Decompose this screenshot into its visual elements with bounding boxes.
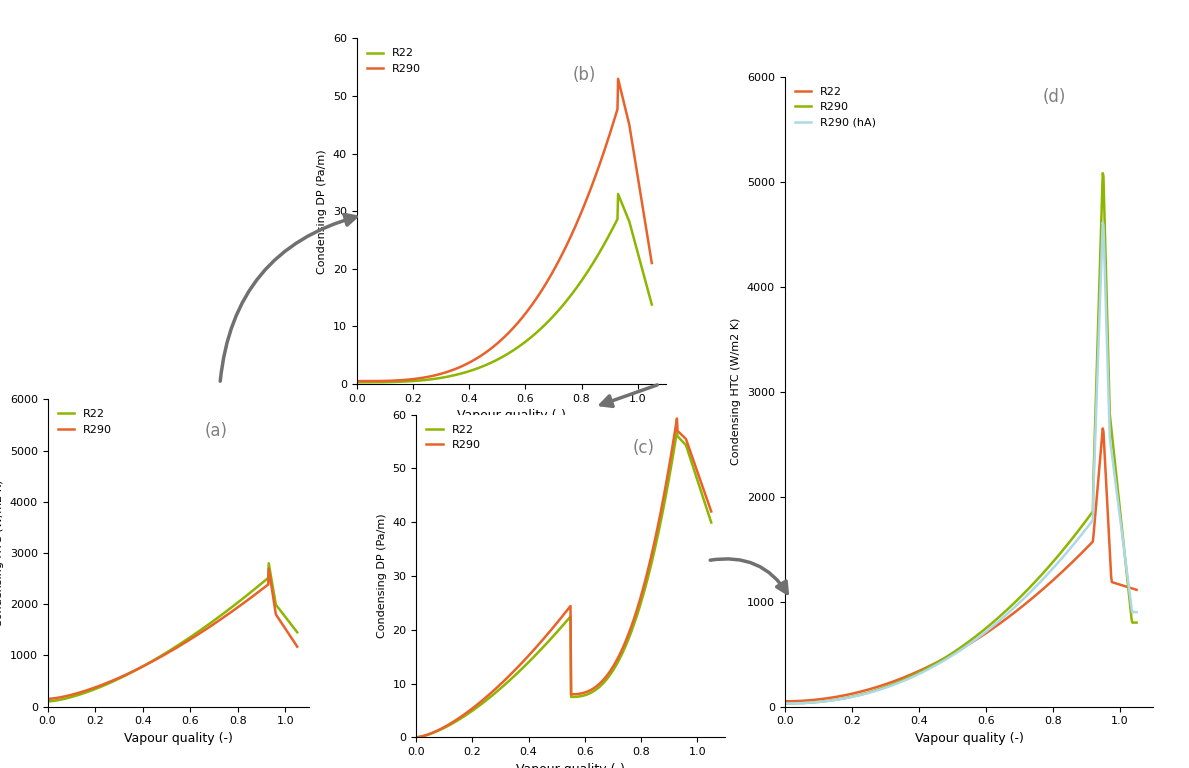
X-axis label: Vapour quality (-): Vapour quality (-) bbox=[914, 732, 1024, 745]
Legend: R22, R290: R22, R290 bbox=[422, 420, 485, 455]
Legend: R22, R290, R290 (hA): R22, R290, R290 (hA) bbox=[791, 82, 881, 132]
Y-axis label: Condensing HTC (W/m2 K): Condensing HTC (W/m2 K) bbox=[731, 318, 741, 465]
Y-axis label: Condensing DP (Pa/m): Condensing DP (Pa/m) bbox=[317, 149, 327, 273]
X-axis label: Vapour quality (-): Vapour quality (-) bbox=[457, 409, 566, 422]
Y-axis label: Condensing HTC (W/m2 K): Condensing HTC (W/m2 K) bbox=[0, 479, 4, 627]
Legend: R22, R290: R22, R290 bbox=[54, 405, 117, 439]
Y-axis label: Condensing DP (Pa/m): Condensing DP (Pa/m) bbox=[377, 514, 386, 638]
X-axis label: Vapour quality (-): Vapour quality (-) bbox=[516, 763, 625, 768]
Legend: R22, R290: R22, R290 bbox=[363, 44, 426, 78]
Text: (b): (b) bbox=[573, 66, 597, 84]
Text: (c): (c) bbox=[633, 439, 655, 458]
Text: (a): (a) bbox=[205, 422, 227, 440]
Text: (d): (d) bbox=[1043, 88, 1067, 106]
X-axis label: Vapour quality (-): Vapour quality (-) bbox=[124, 732, 233, 745]
